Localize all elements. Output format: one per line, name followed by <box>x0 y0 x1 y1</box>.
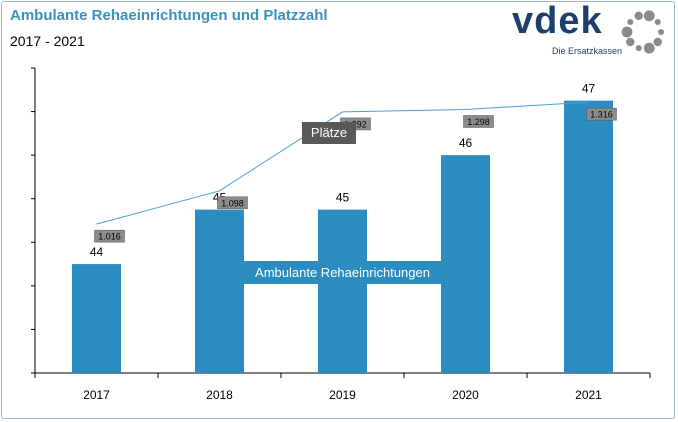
logo-ring-dot <box>654 19 661 26</box>
bar-value-label: 44 <box>90 245 104 259</box>
chart-title: Ambulante Rehaeinrichtungen und Platzzah… <box>10 7 328 24</box>
line-point-label: 1.316 <box>586 107 617 121</box>
x-tick-label: 2018 <box>206 388 233 402</box>
logo-ring-dot <box>626 37 635 47</box>
x-tick-label: 2017 <box>83 388 110 402</box>
vdek-logo: vdek Die Ersatzkassen <box>512 0 667 66</box>
logo-ring-dot <box>643 42 655 54</box>
bar-series-label-band <box>195 261 490 284</box>
logo-ring-dot <box>627 19 634 26</box>
logo-ring-dot <box>635 45 642 52</box>
line-point-label: 1.016 <box>94 229 125 243</box>
logo-ring-dot <box>634 11 643 21</box>
logo-ring-dot <box>621 26 633 38</box>
bar-2017 <box>72 264 121 373</box>
bar-2018 <box>195 209 244 373</box>
line-value-label: 1.098 <box>221 198 244 208</box>
line-value-label: 1.316 <box>590 110 613 120</box>
bar-value-label: 45 <box>336 191 350 205</box>
line-label-box <box>586 107 617 121</box>
bar-series-label: Ambulante Rehaeinrichtungen <box>255 265 430 280</box>
logo-brand: vdek <box>512 0 603 42</box>
line-series-plaetze <box>96 101 589 225</box>
line-value-label: 1.016 <box>98 232 121 242</box>
x-tick-label: 2019 <box>329 388 356 402</box>
line-series-label-box <box>302 122 356 144</box>
line-point-label: 1.298 <box>463 115 494 128</box>
bar-2019 <box>318 209 367 373</box>
bar-value-label: 47 <box>582 82 596 96</box>
x-tick-label: 2021 <box>575 388 602 402</box>
line-value-label: 1.298 <box>467 117 490 127</box>
logo-ring-dot <box>653 37 662 47</box>
line-point-label: 1.098 <box>217 196 248 210</box>
logo-ring-dot <box>643 10 655 22</box>
logo-ring-icon <box>621 10 664 54</box>
logo-tagline: Die Ersatzkassen <box>552 46 623 56</box>
bar-2021 <box>564 100 613 373</box>
bar-value-label: 46 <box>459 136 473 150</box>
x-tick-label: 2020 <box>452 388 479 402</box>
line-label-box <box>94 229 125 243</box>
line-label-box <box>217 196 248 210</box>
line-series-label: Plätze <box>311 125 347 140</box>
line-label-box <box>463 115 494 128</box>
chart-subtitle: 2017 - 2021 <box>10 33 85 49</box>
logo-ring-dot <box>658 29 664 35</box>
